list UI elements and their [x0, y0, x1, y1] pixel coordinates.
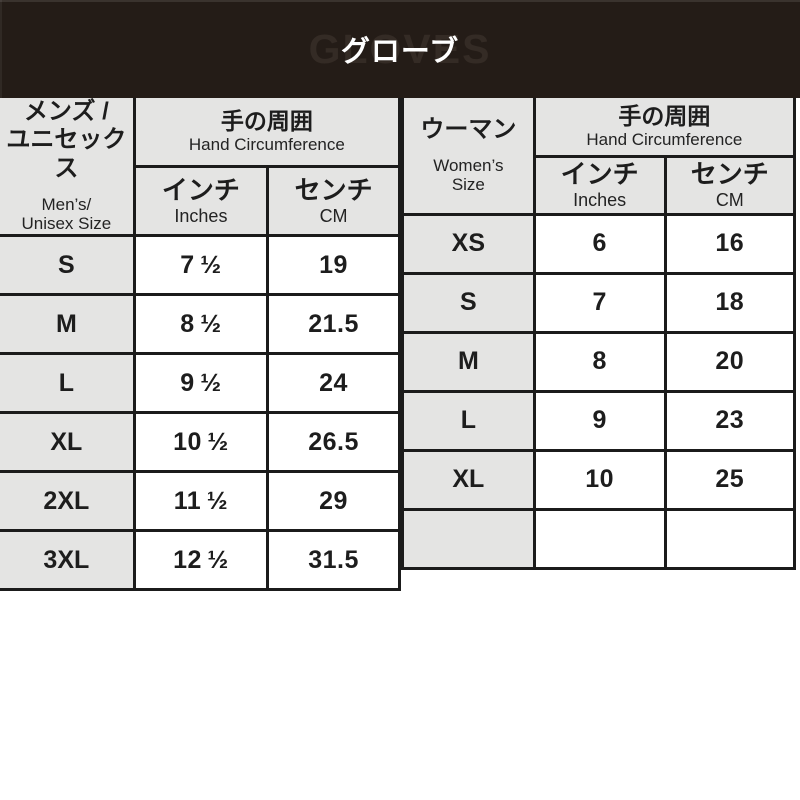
womens-size-header-en: Women’s Size — [433, 155, 504, 195]
mens-size-header-jp: メンズ / ユニセックス — [6, 98, 127, 182]
size-cell: XL — [0, 411, 136, 474]
womens-size-table: ウーマン Women’s Size 手の周囲 Hand Ci — [401, 98, 797, 570]
table-row: S 7 ½ 19 — [0, 234, 401, 297]
size-cell: M — [401, 330, 536, 393]
inches-value-cell — [532, 507, 667, 570]
inches-value-cell: 7 ½ — [132, 234, 270, 297]
inches-value-cell: 11 ½ — [132, 470, 270, 533]
cm-value-cell: 19 — [266, 234, 401, 297]
cm-value-cell: 20 — [663, 330, 797, 393]
mens-size-header-en: Men’s/ Unisex Size — [21, 194, 112, 234]
table-row: M 8 20 — [401, 330, 797, 393]
size-cell: S — [401, 271, 536, 334]
table-subheader-row: インチ Inches センチ CM — [403, 154, 797, 216]
table-row: L 9 23 — [401, 389, 797, 452]
mens-hand-circumference-header: 手の周囲 Hand Circumference — [132, 98, 402, 169]
womens-size-header-jp: ウーマン — [420, 115, 517, 143]
cm-value-cell: 26.5 — [266, 411, 401, 474]
size-cell: XS — [401, 212, 536, 275]
cm-value-cell: 23 — [663, 389, 797, 452]
cm-value-cell: 24 — [266, 352, 401, 415]
mens-cm-header: センチ CM — [266, 165, 401, 238]
table-subheader-row: インチ Inches センチ CM — [0, 165, 401, 238]
table-header-row: メンズ / ユニセックス Men’s/ Unisex Size 手の周囲 — [0, 98, 402, 238]
inches-value-cell: 8 — [532, 330, 667, 393]
mens-inches-header: インチ Inches — [134, 165, 270, 238]
size-cell: 2XL — [0, 470, 136, 533]
size-cell: 3XL — [0, 529, 136, 592]
size-cell — [401, 507, 536, 570]
banner: GLOVES グローブ — [0, 0, 800, 98]
size-tables-container: メンズ / ユニセックス Men’s/ Unisex Size 手の周囲 — [0, 98, 800, 592]
inches-value-cell: 10 ½ — [132, 411, 270, 474]
cm-value-cell: 29 — [266, 470, 401, 533]
cm-value-cell: 21.5 — [266, 293, 401, 356]
table-row: XL 10 ½ 26.5 — [0, 411, 401, 474]
banner-watermark-text: GLOVES — [308, 25, 492, 72]
table-row: L 9 ½ 24 — [0, 352, 401, 415]
womens-size-column-header: ウーマン Women’s Size — [401, 98, 536, 216]
table-row: M 8 ½ 21.5 — [0, 293, 401, 356]
table-row: 3XL 12 ½ 31.5 — [0, 529, 401, 592]
inches-value-cell: 8 ½ — [132, 293, 270, 356]
inches-value-cell: 10 — [532, 448, 667, 511]
womens-hand-circumference-header: 手の周囲 Hand Circumference — [532, 98, 797, 158]
cm-value-cell: 18 — [663, 271, 797, 334]
size-cell: L — [401, 389, 536, 452]
cm-value-cell: 16 — [663, 212, 797, 275]
mens-unisex-size-table: メンズ / ユニセックス Men’s/ Unisex Size 手の周囲 — [0, 98, 402, 592]
inches-value-cell: 12 ½ — [132, 529, 270, 592]
table-row: 2XL 11 ½ 29 — [0, 470, 401, 533]
mens-size-column-header: メンズ / ユニセックス Men’s/ Unisex Size — [0, 98, 136, 238]
size-cell: M — [0, 293, 136, 356]
inches-value-cell: 7 — [532, 271, 667, 334]
table-row: XS 6 16 — [401, 212, 797, 275]
womens-cm-header: センチ CM — [663, 154, 797, 216]
cm-value-cell: 25 — [663, 448, 797, 511]
size-cell: S — [0, 234, 136, 297]
inches-value-cell: 6 — [532, 212, 667, 275]
table-row: S 7 18 — [401, 271, 797, 334]
size-cell: XL — [401, 448, 536, 511]
cm-value-cell — [663, 507, 797, 570]
inches-value-cell: 9 — [532, 389, 667, 452]
table-header-row: ウーマン Women’s Size 手の周囲 Hand Ci — [401, 98, 797, 216]
table-row: XL 10 25 — [401, 448, 797, 511]
inches-value-cell: 9 ½ — [132, 352, 270, 415]
table-row-empty — [401, 507, 797, 570]
cm-value-cell: 31.5 — [266, 529, 401, 592]
size-cell: L — [0, 352, 136, 415]
womens-inches-header: インチ Inches — [532, 154, 667, 216]
page-title: グローブ — [340, 36, 460, 68]
